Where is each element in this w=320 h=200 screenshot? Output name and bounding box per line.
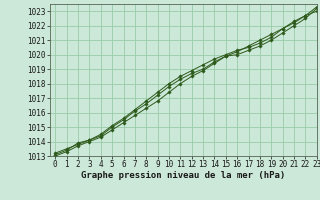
X-axis label: Graphe pression niveau de la mer (hPa): Graphe pression niveau de la mer (hPa): [81, 171, 285, 180]
